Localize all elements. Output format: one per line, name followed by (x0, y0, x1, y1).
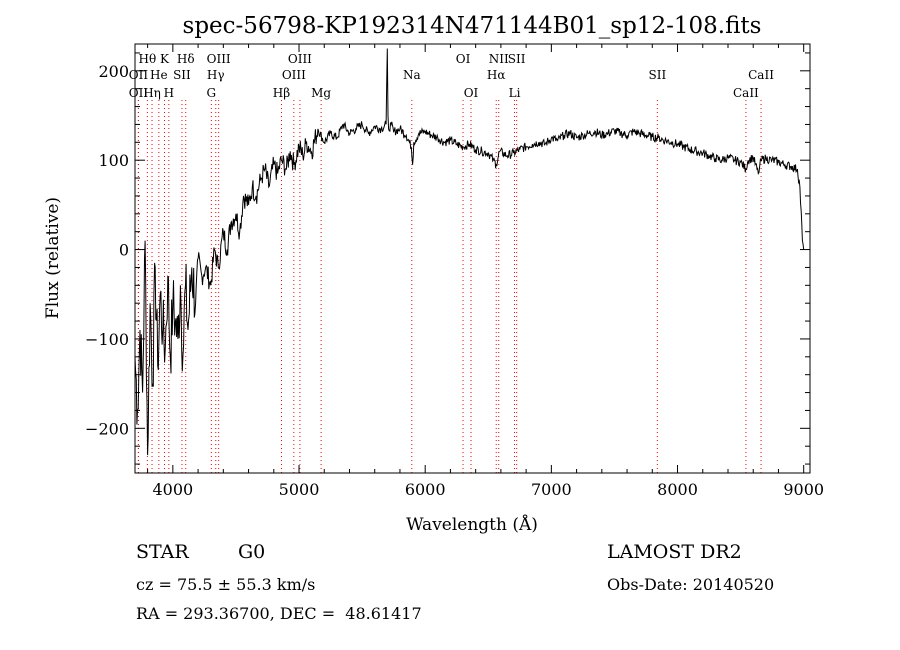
spectral-line-label: OI (456, 52, 471, 66)
spectrum-line (134, 48, 805, 456)
spectral-line-label: Hβ (273, 86, 290, 100)
plot-frame (134, 43, 811, 474)
coordinates-text: RA = 293.36700, DEC = 48.61417 (136, 604, 422, 623)
obs-date-text: Obs-Date: 20140520 (607, 575, 775, 594)
chart-title: spec-56798-KP192314N471144B01_sp12-108.f… (183, 13, 762, 39)
spectral-line-label: CaII (748, 68, 774, 82)
spectral-line-label: Mg (311, 86, 331, 100)
survey-label: LAMOST DR2 (607, 541, 742, 563)
spectral-line-markers (137, 100, 762, 473)
spectral-line-label: OII (129, 86, 149, 100)
y-tick-label: 0 (119, 241, 129, 260)
x-tick-label: 8000 (657, 480, 698, 499)
spectral-line-label: Li (509, 86, 521, 100)
spectral-line-label: G (207, 86, 217, 100)
spectral-line-label: Hγ (207, 68, 225, 82)
y-axis-label: Flux (relative) (43, 197, 63, 319)
y-tick-label: 100 (98, 151, 129, 170)
spectral-line-label: OIII (288, 52, 312, 66)
spectral-line-label: NII (489, 52, 509, 66)
spectral-line-label: OIII (207, 52, 231, 66)
x-tick-label: 5000 (279, 480, 320, 499)
spectral-line-label: CaII (733, 86, 759, 100)
class-label: STAR (136, 541, 189, 563)
spectral-line-label: Hθ (139, 52, 157, 66)
spectral-line-label: He (150, 68, 168, 82)
y-tick-label: −200 (85, 419, 129, 438)
spectral-line-label: H (164, 86, 174, 100)
spectral-line-label: Hα (487, 68, 506, 82)
spectral-line-label: SII (508, 52, 526, 66)
y-tick-label: 200 (98, 62, 129, 81)
subclass-label: G0 (238, 541, 266, 563)
spectral-line-labels: Hθ OII OII K Hη He H SII Hδ OIII Hγ G OIII OIII Hβ Mg Na… (129, 52, 774, 100)
spectral-line-label: K (160, 52, 170, 66)
x-tick-label: 4000 (152, 480, 193, 499)
spectral-line-label: OI (464, 86, 479, 100)
redshift-text: cz = 75.5 ± 55.3 km/s (136, 575, 316, 594)
x-tick-label: 7000 (531, 480, 572, 499)
spectral-line-label: Hη (143, 86, 161, 100)
spectral-line-label: Hδ (177, 52, 195, 66)
spectral-line-label: SII (173, 68, 191, 82)
spectral-line-label: Na (403, 68, 421, 82)
spectral-line-label: OIII (282, 68, 306, 82)
y-tick-label: −100 (85, 330, 129, 349)
x-axis-ticks: 4000 5000 6000 7000 8000 9000 (147, 44, 824, 499)
y-axis-ticks: −200 −100 0 100 200 (85, 52, 810, 465)
spectral-line-label: SII (648, 68, 666, 82)
x-axis-label: Wavelength (Å) (406, 514, 538, 535)
x-tick-label: 9000 (783, 480, 824, 499)
x-tick-label: 6000 (405, 480, 446, 499)
spectral-line-label: OII (129, 68, 149, 82)
